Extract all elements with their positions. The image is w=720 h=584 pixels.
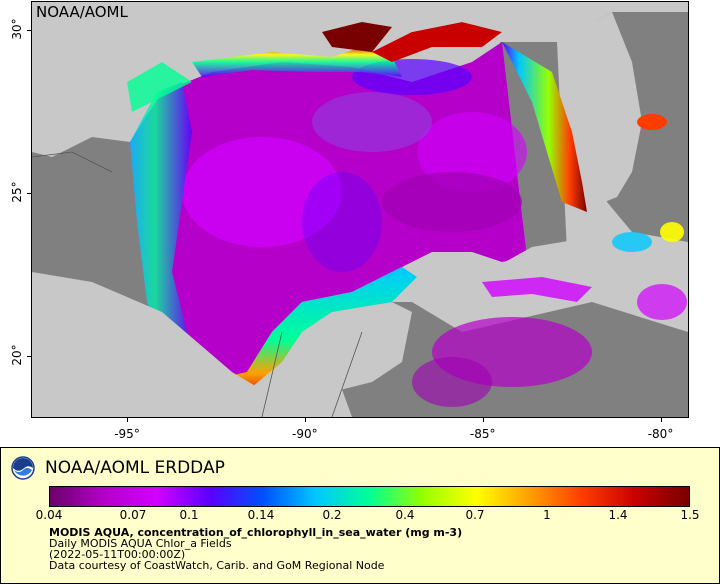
atlantic-patch (637, 284, 687, 320)
legend-title: MODIS AQUA, concentration_of_chlorophyll… (49, 526, 463, 539)
yucatan-shelf (192, 267, 417, 400)
colorbar-tick-label: 1.5 (680, 508, 700, 522)
lon-tick (660, 418, 662, 422)
cuba-shelf (482, 277, 592, 302)
west-shelf (130, 82, 192, 397)
legend-line3: (2022-05-11T00:00:00Z) (49, 548, 186, 561)
magenta-patch (182, 137, 342, 247)
lat-label: 25° (10, 181, 24, 203)
colorbar-tick-label: 0.4 (395, 508, 415, 522)
lat-label: 30° (10, 18, 24, 40)
magenta-patch (417, 112, 527, 192)
lon-label: -85° (469, 427, 496, 441)
north-shelf (192, 47, 402, 77)
border-lines (32, 151, 363, 417)
colorbar (49, 486, 690, 507)
colorbar-tick-label: 0.07 (119, 508, 147, 522)
bahamas-patch (637, 114, 667, 130)
lon-label: -95° (114, 427, 140, 441)
lat-tick (27, 30, 31, 32)
colorbar-tick-label: 1.4 (608, 508, 628, 522)
lon-label: -80° (647, 427, 674, 441)
colorbar-tick-label: 0.7 (465, 508, 485, 522)
purple-patch (312, 92, 432, 152)
colorbar-tick-label: 1 (543, 508, 551, 522)
legend-line4: Data courtesy of CoastWatch, Carib. and … (49, 559, 385, 572)
map-panel[interactable] (31, 1, 689, 418)
lon-tick (304, 418, 306, 422)
lon-tick (482, 418, 484, 422)
noaa-logo-icon (11, 456, 35, 480)
central-america-land (32, 272, 312, 417)
caribbean-patch (412, 357, 492, 407)
lon-label: -90° (292, 427, 318, 441)
bahamas-patch (612, 232, 652, 252)
florida-land (557, 12, 642, 207)
lat-tick (27, 193, 31, 195)
colorbar-tick-label: 0.1 (179, 508, 199, 522)
lat-label: 20° (10, 344, 24, 366)
legend-description: MODIS AQUA, concentration_of_chlorophyll… (49, 527, 462, 571)
legend-line2: Daily MODIS AQUA Chlor_a Fields (49, 537, 232, 550)
us-land (342, 2, 688, 42)
florida-shelf (502, 42, 587, 212)
bahamas-patch (660, 222, 684, 242)
chlorophyll-map[interactable] (32, 2, 688, 417)
legend-brand: NOAA/AOML ERDDAP (45, 458, 225, 478)
colorbar-tick-label: 0.04 (35, 508, 63, 522)
shelf-green (127, 62, 192, 112)
lat-tick (27, 356, 31, 358)
lon-tick (127, 418, 129, 422)
mississippi-plume (322, 22, 392, 52)
mexico-north-land (32, 2, 342, 142)
colorbar-tick-label: 0.2 (322, 508, 342, 522)
purple-patch (382, 172, 522, 232)
north-plume (372, 22, 502, 62)
map-watermark: NOAA/AOML (36, 3, 128, 21)
legend-panel: NOAA/AOML ERDDAP 0.04 0.07 0.1 0.14 0.2 0.4 0.… (0, 447, 720, 584)
colorbar-tick-label: 0.14 (247, 508, 275, 522)
blue-patch (302, 172, 382, 272)
